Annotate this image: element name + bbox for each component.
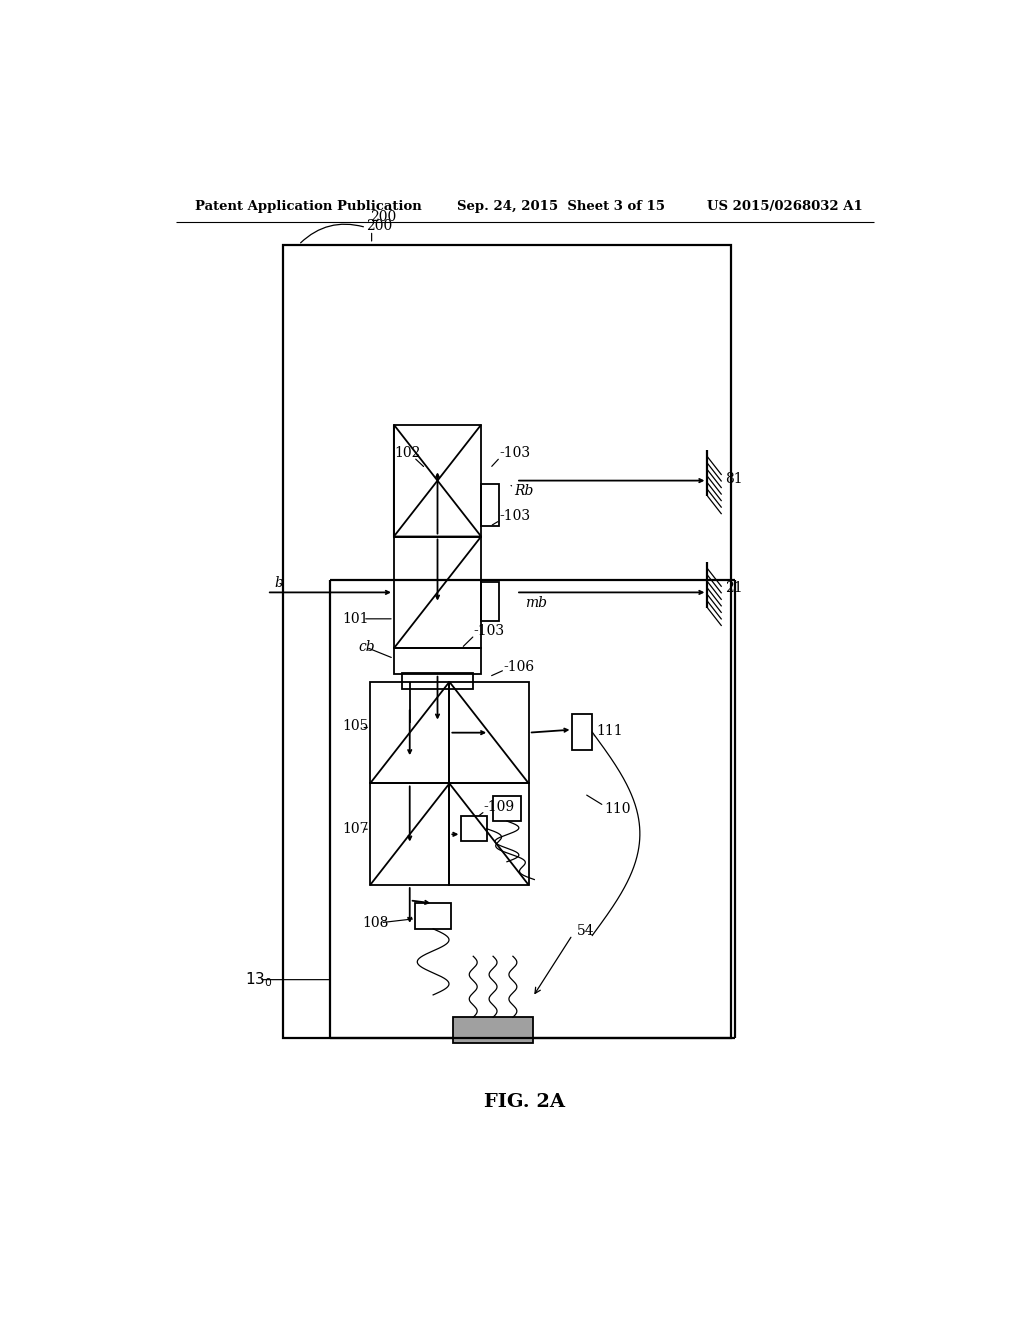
Bar	[461, 816, 486, 841]
Text: $\mathit{13_0}$: $\mathit{13_0}$	[246, 970, 273, 989]
Text: Patent Application Publication: Patent Application Publication	[196, 199, 422, 213]
Text: 110: 110	[604, 801, 631, 816]
Bar	[450, 682, 528, 784]
Bar	[394, 536, 481, 648]
Bar	[572, 714, 592, 750]
Text: 101: 101	[342, 612, 369, 626]
Bar	[370, 784, 450, 886]
Bar	[454, 1018, 532, 1043]
Text: -103: -103	[500, 510, 530, 523]
Bar	[494, 796, 521, 821]
Bar	[394, 425, 481, 536]
Text: mb: mb	[524, 595, 547, 610]
Text: 54: 54	[577, 924, 594, 939]
Text: 81: 81	[725, 471, 742, 486]
Text: Sep. 24, 2015  Sheet 3 of 15: Sep. 24, 2015 Sheet 3 of 15	[458, 199, 666, 213]
Text: 105: 105	[342, 718, 369, 733]
Bar	[401, 673, 473, 689]
Text: -103: -103	[500, 446, 530, 461]
Text: 108: 108	[362, 916, 388, 929]
Text: US 2015/0268032 A1: US 2015/0268032 A1	[708, 199, 863, 213]
Text: Rb: Rb	[514, 483, 534, 498]
Text: -106: -106	[504, 660, 535, 673]
Text: 102: 102	[394, 446, 420, 461]
Text: 200: 200	[367, 219, 392, 234]
Bar	[450, 784, 528, 886]
Text: 107: 107	[342, 822, 369, 837]
Text: 21: 21	[725, 581, 742, 595]
Bar	[481, 483, 499, 527]
Bar	[370, 682, 450, 784]
Bar	[481, 582, 499, 620]
Text: 200: 200	[370, 210, 396, 224]
Bar	[416, 903, 451, 929]
Text: cb: cb	[358, 640, 375, 655]
Text: -109: -109	[483, 800, 515, 814]
Text: -103: -103	[473, 624, 505, 638]
Bar	[394, 648, 481, 673]
Text: b: b	[274, 577, 284, 590]
Bar	[283, 244, 731, 1038]
Text: 111: 111	[596, 723, 623, 738]
Text: FIG. 2A: FIG. 2A	[484, 1093, 565, 1110]
